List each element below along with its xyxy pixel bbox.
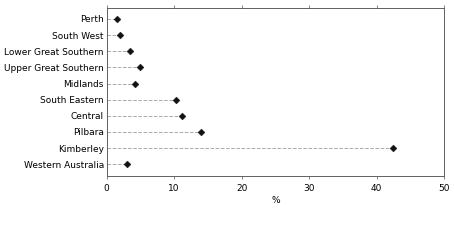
- X-axis label: %: %: [271, 196, 280, 205]
